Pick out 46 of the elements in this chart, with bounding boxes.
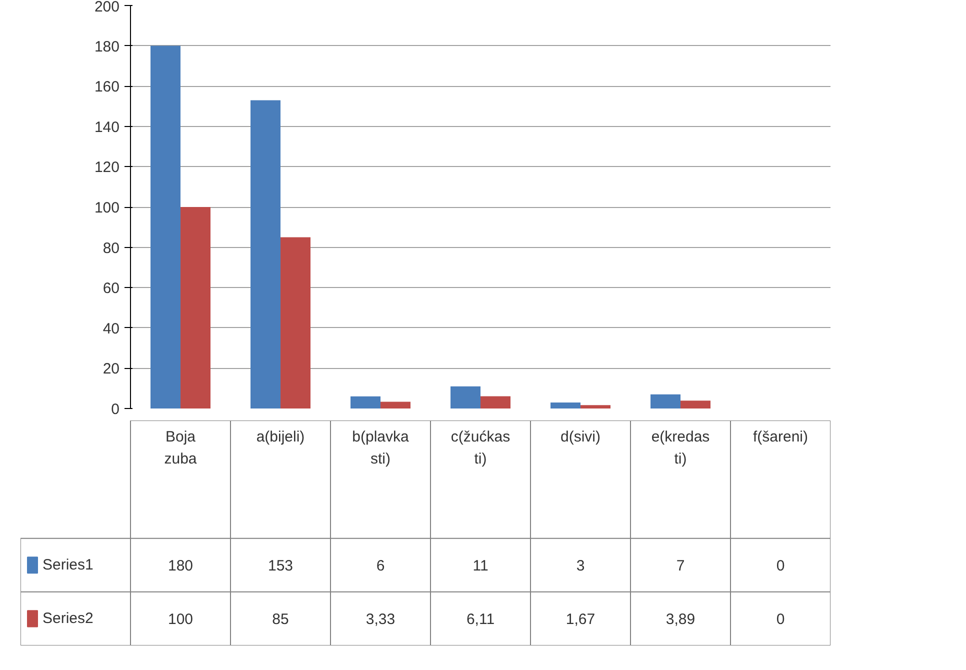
bar — [250, 100, 280, 408]
bar — [180, 207, 210, 408]
data-label: 11 — [472, 558, 488, 575]
y-tick-label: 180 — [94, 38, 120, 56]
bar — [650, 394, 680, 408]
data-label: 0 — [776, 558, 785, 575]
bar — [380, 402, 410, 408]
data-label: 6,11 — [466, 611, 495, 628]
y-tick-label: 140 — [94, 118, 120, 136]
data-label: 3 — [576, 558, 585, 575]
bar — [550, 402, 580, 408]
x-tick-label: e(kredasti) — [651, 428, 710, 468]
x-tick-label: d(sivi) — [560, 428, 601, 446]
y-tick-label: 100 — [94, 200, 120, 216]
y-tick-label: 160 — [94, 78, 120, 96]
y-tick-label: 40 — [102, 320, 120, 338]
data-label: 3,89 — [666, 611, 696, 628]
data-label: 100 — [168, 611, 194, 628]
data-label: 180 — [168, 558, 194, 575]
y-tick-label: 20 — [102, 360, 120, 378]
bar — [150, 46, 180, 408]
legend-label: Series1 — [42, 556, 94, 574]
data-label: 1,67 — [566, 611, 596, 628]
bar — [450, 386, 480, 408]
bar — [280, 237, 310, 408]
data-label: 85 — [272, 611, 289, 628]
x-tick-label: b(plavkasti) — [352, 428, 410, 468]
data-label: 3,33 — [366, 611, 396, 628]
y-tick-label: 200 — [94, 0, 120, 16]
bar — [480, 396, 510, 408]
data-label: 6 — [376, 558, 385, 575]
bar — [680, 400, 710, 408]
data-label: 0 — [776, 611, 785, 628]
x-tick-label: Boja zuba — [164, 428, 198, 468]
bar — [580, 405, 610, 408]
y-tick-label: 120 — [94, 159, 120, 176]
bar — [350, 396, 380, 408]
data-label: 153 — [268, 558, 294, 575]
x-tick-label: a(bijeli) — [256, 428, 305, 446]
legend-label: Series2 — [42, 610, 94, 628]
y-tick-label: 0 — [111, 401, 120, 418]
x-tick-label: c(žućkasti) — [450, 428, 510, 468]
y-tick-label: 80 — [102, 240, 120, 257]
x-tick-label: f(šareni) — [752, 428, 808, 446]
y-tick-label: 60 — [102, 280, 120, 298]
data-label: 7 — [676, 558, 685, 575]
